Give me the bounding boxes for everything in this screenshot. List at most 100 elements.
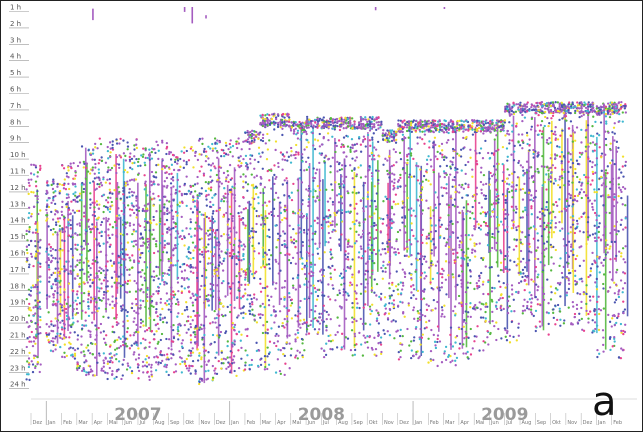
data-point [301,244,304,247]
data-point [87,225,91,228]
data-point [370,151,373,155]
data-point [34,194,37,198]
data-point [363,137,367,141]
data-point [423,327,426,330]
data-point [259,363,263,367]
data-point [301,322,304,326]
activity-streak [377,160,379,272]
data-point [209,189,213,192]
data-point [111,226,115,229]
data-point [392,138,396,142]
data-point [35,327,38,331]
data-point [305,232,309,235]
data-point [180,194,184,197]
data-point [396,180,400,183]
data-point [189,322,192,326]
data-point [298,120,301,124]
data-point [273,198,276,201]
data-point [74,185,77,188]
data-point [322,216,326,220]
data-point [89,206,92,210]
data-point [340,182,343,186]
data-point [65,260,68,263]
data-point [211,333,215,337]
data-point [100,367,104,370]
data-point [351,258,354,261]
data-point [250,363,253,366]
data-point [78,285,81,288]
data-point [161,359,164,363]
data-point [56,183,59,186]
data-point [129,334,132,337]
data-point [254,192,258,196]
data-point [270,327,273,330]
data-point [471,175,474,178]
data-point [253,318,256,321]
data-point [340,202,344,205]
data-point [85,346,88,349]
data-point [390,302,394,305]
data-point [342,184,346,187]
data-point [69,265,72,268]
data-point [268,248,271,252]
data-point [65,193,69,196]
data-point [54,190,57,193]
data-point [176,230,179,233]
data-point [165,186,168,189]
data-point [115,235,119,239]
data-point [224,153,228,156]
data-point [454,128,457,132]
data-point [53,289,57,293]
data-point [459,126,463,129]
data-point [111,373,114,376]
data-point [228,251,232,255]
data-point [76,259,79,262]
data-point [239,155,242,158]
data-point [226,223,229,226]
data-point [449,165,452,168]
data-point [226,305,229,309]
data-point [239,297,243,300]
data-point [97,162,100,165]
data-point [412,287,416,291]
data-point [297,224,300,227]
data-point [139,244,143,248]
data-point [255,174,258,177]
data-point [253,250,256,253]
data-point [70,200,73,203]
data-point [209,288,212,291]
data-point [235,140,238,143]
data-point [373,125,376,128]
data-point [93,172,96,175]
data-point [205,215,208,219]
data-point [329,318,332,321]
data-point [279,124,282,127]
data-point [61,228,64,231]
data-point [133,309,136,313]
data-point [243,288,247,291]
data-point [381,242,384,245]
data-point [161,139,164,142]
data-point [366,120,369,123]
data-point [305,333,308,336]
data-point [104,357,107,360]
data-point [214,231,217,235]
data-point [115,286,119,289]
data-point [190,145,193,149]
data-point [235,263,238,266]
data-point [176,259,179,263]
activity-streak [71,215,74,317]
data-point [343,282,346,285]
data-point [122,325,125,328]
data-point [50,320,53,323]
data-point [228,241,232,244]
data-point [344,253,347,256]
data-point [436,150,439,153]
data-point [54,279,57,283]
data-point [89,330,92,333]
data-point [39,275,42,278]
data-point [449,235,452,238]
data-point [261,136,265,140]
data-point [449,196,452,199]
data-point [259,223,263,226]
